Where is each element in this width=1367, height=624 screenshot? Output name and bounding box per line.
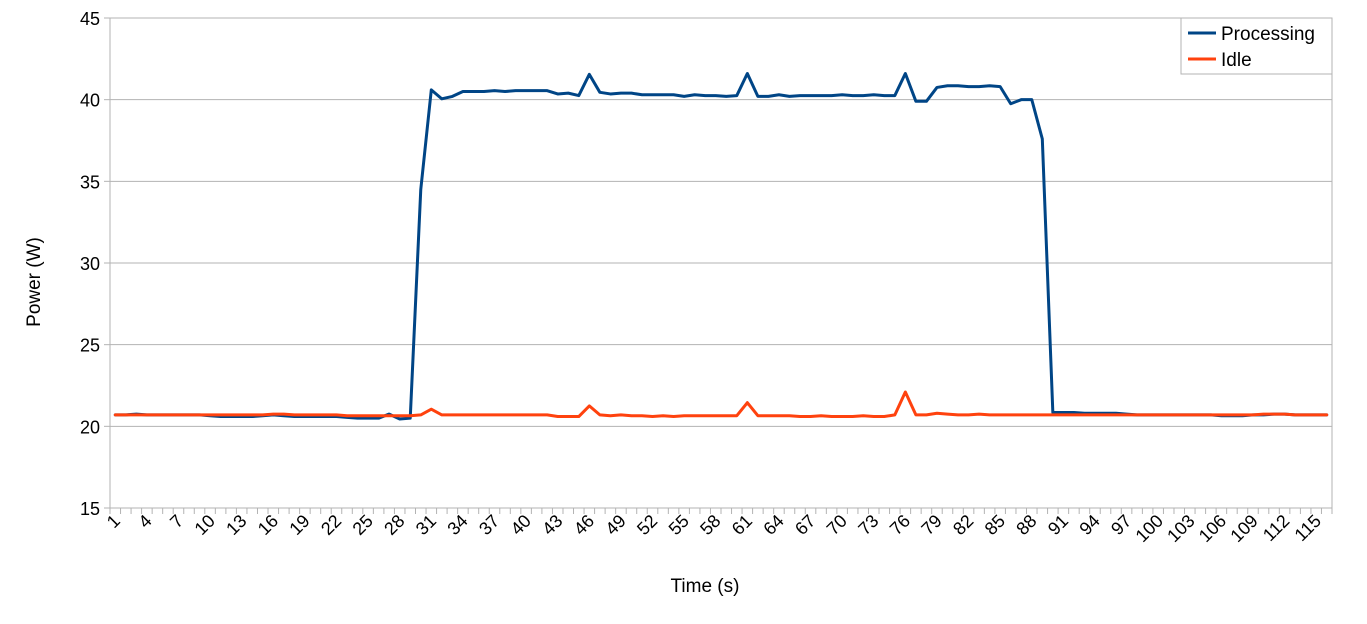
y-tick-label: 20	[80, 417, 100, 437]
y-tick-label: 35	[80, 172, 100, 192]
legend-label-processing: Processing	[1221, 24, 1315, 45]
y-tick-label: 15	[80, 499, 100, 519]
y-tick-label: 45	[80, 9, 100, 29]
series-line-idle	[113, 390, 1329, 419]
legend-box	[1180, 17, 1333, 75]
x-axis-title: Time (s)	[671, 576, 740, 597]
y-tick-label: 25	[80, 336, 100, 356]
y-axis-ticks: 15 20 25 30 35 40 45	[80, 9, 110, 519]
series-lines	[113, 72, 1329, 421]
y-tick-label: 30	[80, 254, 100, 274]
y-axis-title: Power (W)	[24, 237, 45, 327]
legend-label-idle: Idle	[1221, 50, 1252, 71]
y-tick-label: 40	[80, 91, 100, 111]
legend: Processing Idle	[1180, 17, 1333, 75]
